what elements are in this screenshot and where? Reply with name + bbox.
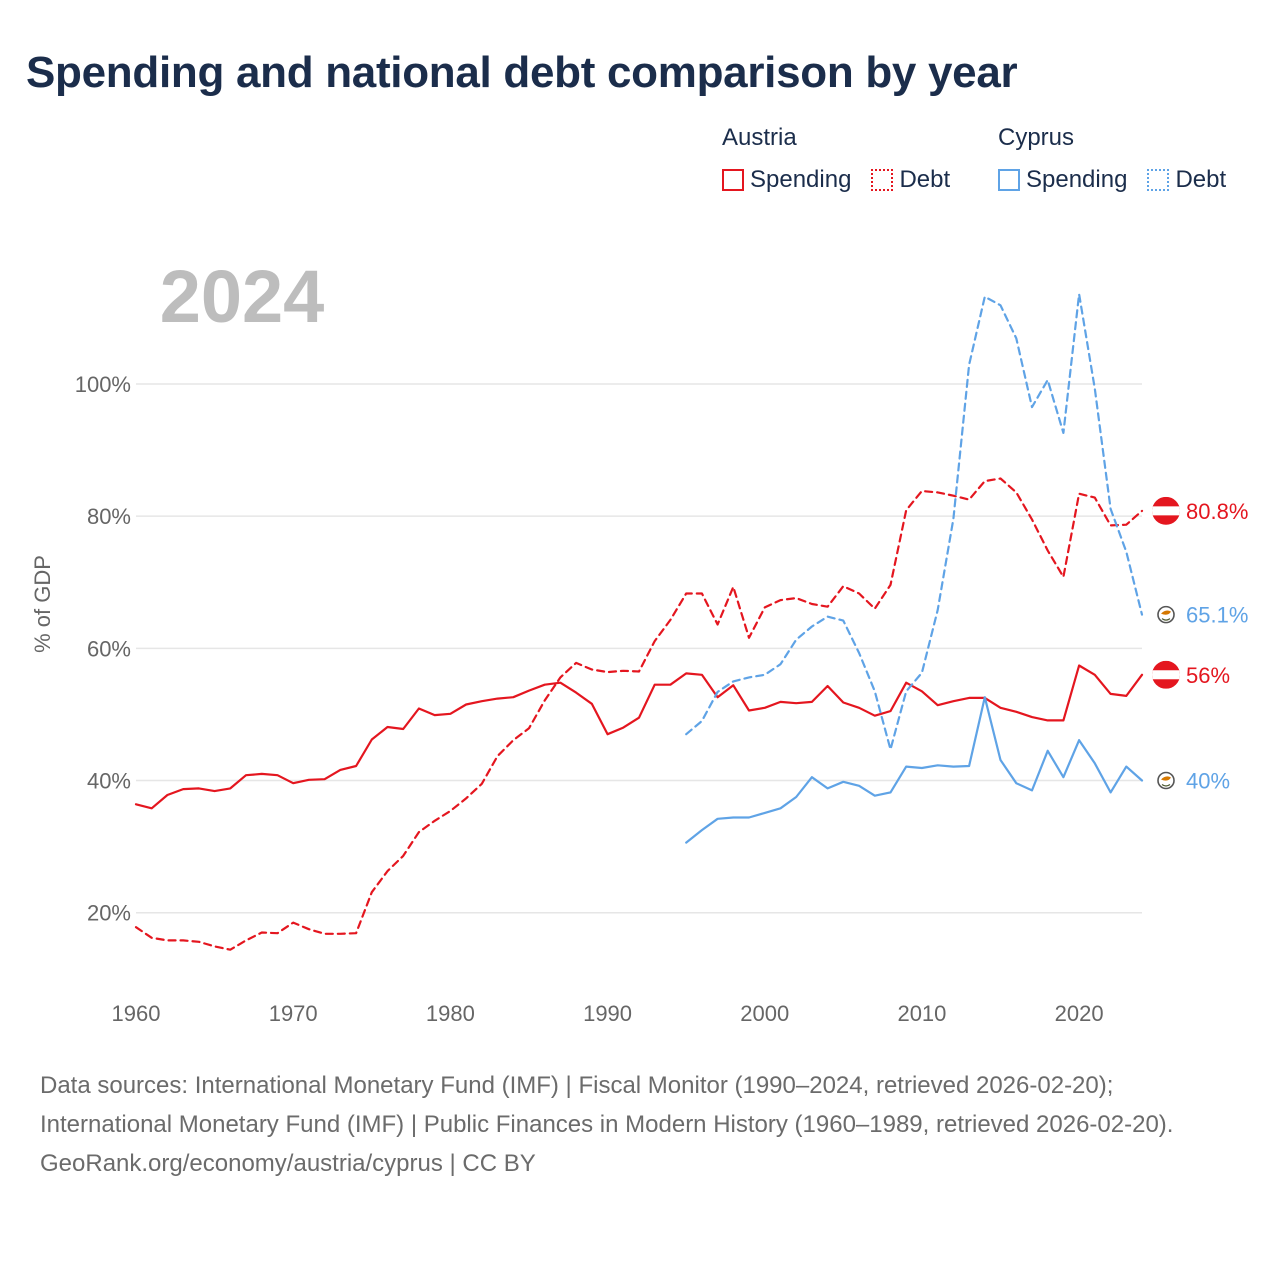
austria-debt-line[interactable] xyxy=(134,477,1144,951)
legend-item-austria-spending[interactable]: Spending xyxy=(722,166,851,194)
year-watermark: 2024 xyxy=(160,255,325,338)
series-lines xyxy=(134,293,1144,951)
end-value-label: 65.1% xyxy=(1186,603,1248,628)
end-value-label: 56% xyxy=(1186,663,1230,688)
legend-label: Spending xyxy=(1026,166,1128,193)
x-tick-label: 2010 xyxy=(897,1001,946,1026)
end-labels: 80.8% 65.1% 56% 40% xyxy=(1152,496,1248,794)
x-axis-ticks: 1960 1970 1980 1990 2000 2010 2020 xyxy=(112,1001,1104,1026)
austria-flag-icon xyxy=(1152,660,1180,689)
legend-group-cyprus: Cyprus Spending Debt xyxy=(998,124,1226,194)
y-tick-label: 60% xyxy=(87,636,131,661)
y-tick-label: 20% xyxy=(87,901,131,926)
footer: Data sources: International Monetary Fun… xyxy=(40,1066,1240,1183)
credit-link[interactable]: GeoRank.org/economy/austria/cyprus | CC … xyxy=(40,1150,536,1177)
legend-group-title: Cyprus xyxy=(998,124,1075,151)
legend-group-title: Austria xyxy=(722,124,797,151)
legend-group-austria: Austria Spending Debt xyxy=(722,124,970,194)
legend-label: Debt xyxy=(899,166,951,193)
end-value-label: 40% xyxy=(1186,769,1230,794)
x-tick-label: 2000 xyxy=(740,1001,789,1026)
y-tick-label: 100% xyxy=(75,372,131,397)
x-tick-label: 1980 xyxy=(426,1001,475,1026)
line-chart: 2024 20% 40% 60% 80% 100% 1960 1970 1980 1990 20… xyxy=(30,255,1248,1026)
page-title: Spending and national debt comparison by… xyxy=(26,48,1018,97)
solid-swatch-icon xyxy=(998,169,1020,191)
y-axis-ticks: 20% 40% 60% 80% 100% xyxy=(75,372,131,926)
dotted-swatch-icon xyxy=(871,169,894,191)
x-tick-label: 1960 xyxy=(112,1001,161,1026)
x-tick-label: 2020 xyxy=(1055,1001,1104,1026)
y-tick-label: 80% xyxy=(87,504,131,529)
austria-flag-icon xyxy=(1152,496,1180,525)
dotted-swatch-icon xyxy=(1147,169,1170,191)
x-tick-label: 1970 xyxy=(269,1001,318,1026)
legend-item-cyprus-spending[interactable]: Spending xyxy=(998,166,1127,194)
austria-spending-line[interactable] xyxy=(134,664,1144,810)
y-tick-label: 40% xyxy=(87,769,131,794)
grid-lines xyxy=(136,383,1142,914)
legend-label: Spending xyxy=(750,166,852,193)
y-axis-label: % of GDP xyxy=(30,555,55,653)
data-sources: Data sources: International Monetary Fun… xyxy=(40,1072,1174,1138)
cyprus-flag-icon xyxy=(1157,771,1175,790)
cyprus-debt-line[interactable] xyxy=(685,293,1144,751)
legend-item-cyprus-debt[interactable]: Debt xyxy=(1147,166,1226,194)
cyprus-flag-icon xyxy=(1157,605,1175,624)
legend-item-austria-debt[interactable]: Debt xyxy=(871,166,950,194)
end-value-label: 80.8% xyxy=(1186,499,1248,524)
legend-label: Debt xyxy=(1175,166,1227,193)
solid-swatch-icon xyxy=(722,169,744,191)
x-tick-label: 1990 xyxy=(583,1001,632,1026)
cyprus-spending-line[interactable] xyxy=(685,696,1144,844)
